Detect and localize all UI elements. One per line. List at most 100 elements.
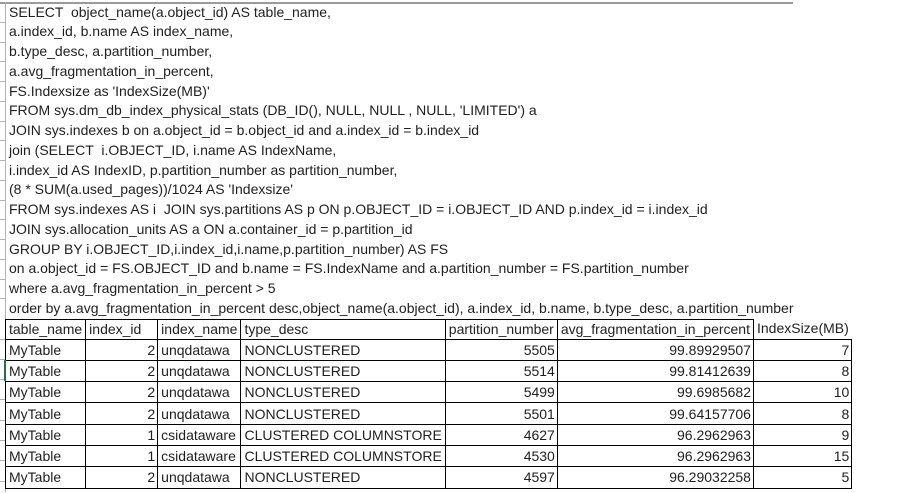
cell-type_desc[interactable]: CLUSTERED COLUMNSTORE [240, 444, 446, 468]
cell-index_name[interactable]: csidataware [157, 423, 242, 446]
cell-index_size_mb[interactable]: 10 [752, 381, 853, 404]
cell-type_desc[interactable]: NONCLUSTERED [240, 359, 446, 383]
sql-line[interactable]: (8 * SUM(a.used_pages))/1024 AS 'Indexsi… [9, 181, 293, 198]
sql-line[interactable]: join (SELECT i.OBJECT_ID, i.name AS Inde… [9, 141, 337, 158]
sql-line[interactable]: order by a.avg_fragmentation_in_percent … [9, 299, 794, 316]
sql-line[interactable]: GROUP BY i.OBJECT_ID,i.index_id,i.name,p… [9, 240, 449, 257]
cell-index_id[interactable]: 2 [85, 338, 159, 361]
gridline-stub [0, 239, 5, 240]
column-header-index_size_mb[interactable]: IndexSize(MB) [752, 319, 852, 340]
query-results-table: table_name index_id index_name type_desc par… [4, 318, 853, 489]
gridline-stub [0, 120, 5, 122]
cell-table_name[interactable]: MyTable [4, 466, 87, 489]
gridline-stub [0, 338, 5, 340]
cell-table_name[interactable]: MyTable [4, 381, 87, 404]
gridline-stub [0, 480, 5, 482]
cell-avg_fragmentation_in_percent[interactable]: 99.6985682 [556, 381, 754, 404]
cell-index_id[interactable]: 1 [85, 444, 159, 468]
sql-line[interactable]: a.index_id, b.name AS index_name, [9, 23, 234, 40]
cell-table_name[interactable]: MyTable [4, 338, 87, 361]
cell-partition_number[interactable]: 4627 [444, 423, 558, 446]
sql-line[interactable]: FROM sys.indexes AS i JOIN sys.partition… [9, 201, 708, 217]
column-header-index_name[interactable]: index_name [157, 318, 242, 340]
results-header: table_name index_id index_name type_desc par… [4, 318, 852, 340]
cell-index_size_mb[interactable]: 7 [752, 338, 853, 361]
cell-partition_number[interactable]: 5505 [444, 338, 558, 361]
gridline-stub [0, 278, 5, 280]
sql-line[interactable]: JOIN sys.indexes b on a.object_id = b.ob… [9, 122, 480, 138]
gridline-stub [0, 199, 5, 201]
cell-index_name[interactable]: unqdatawa [157, 381, 242, 404]
column-header-avg_fragmentation_in_percent[interactable]: avg_fragmentation_in_percent [556, 318, 754, 340]
cell-index_id[interactable]: 2 [85, 466, 159, 489]
cell-type_desc[interactable]: NONCLUSTERED [240, 402, 446, 425]
sql-line[interactable]: FS.Indexsize as 'IndexSize(MB)' [9, 82, 210, 99]
cell-type_desc[interactable]: NONCLUSTERED [240, 381, 446, 404]
gridline-stub [0, 81, 5, 82]
table-row: MyTable 2 unqdatawa NONCLUSTERED 4597 96.2903… [4, 466, 853, 489]
sql-line[interactable]: FROM sys.dm_db_index_physical_stats (DB_… [9, 102, 537, 119]
cell-index_id[interactable]: 2 [85, 359, 159, 383]
gridline-stub [0, 41, 5, 43]
cell-table_name[interactable]: MyTable [4, 423, 87, 446]
sql-line[interactable]: JOIN sys.allocation_units AS a ON a.cont… [9, 220, 413, 237]
cell-table_name[interactable]: MyTable [4, 359, 87, 383]
cell-index_name[interactable]: unqdatawa [157, 359, 242, 383]
cell-partition_number[interactable]: 4597 [444, 466, 558, 489]
column-header-table_name[interactable]: table_name [4, 318, 87, 340]
results-header-row: table_name index_id index_name type_desc par… [4, 318, 852, 340]
sql-line[interactable]: where a.avg_fragmentation_in_percent > 5 [9, 280, 276, 296]
cell-table_name[interactable]: MyTable [4, 402, 87, 425]
cell-partition_number[interactable]: 5514 [444, 359, 558, 383]
cell-index_id[interactable]: 2 [85, 402, 159, 425]
sql-line[interactable]: on a.object_id = FS.OBJECT_ID and b.name… [9, 260, 689, 277]
sql-line[interactable]: SELECT object_name(a.object_id) AS table… [9, 3, 331, 20]
column-header-partition_number[interactable]: partition_number [444, 318, 558, 340]
cell-index_name[interactable]: unqdatawa [157, 466, 242, 489]
cell-partition_number[interactable]: 5499 [444, 381, 558, 404]
gridline-top [0, 2, 793, 4]
table-row: MyTable 1 csidataware CLUSTERED COLUMNSTORE… [4, 423, 853, 446]
table-row: MyTable 2 unqdatawa NONCLUSTERED 5505 99.8992… [4, 338, 853, 361]
table-row: MyTable 2 unqdatawa NONCLUSTERED 5499 99.6985… [4, 381, 853, 404]
gridline-stub [0, 440, 5, 441]
column-header-type_desc[interactable]: type_desc [240, 318, 446, 340]
table-row: MyTable 1 csidataware CLUSTERED COLUMNSTORE… [4, 444, 853, 468]
cell-index_name[interactable]: unqdatawa [157, 402, 242, 425]
cell-index_id[interactable]: 1 [85, 423, 159, 446]
cell-type_desc[interactable]: NONCLUSTERED [240, 338, 446, 361]
cell-index_size_mb[interactable]: 15 [752, 444, 853, 468]
gridline-stub [0, 419, 5, 421]
cell-avg_fragmentation_in_percent[interactable]: 99.64157706 [556, 402, 754, 425]
cell-avg_fragmentation_in_percent[interactable]: 96.2962963 [556, 423, 754, 446]
cell-index_size_mb[interactable]: 8 [752, 402, 853, 425]
cell-avg_fragmentation_in_percent[interactable]: 96.2962963 [556, 444, 754, 468]
sql-line[interactable]: i.index_id AS IndexID, p.partition_numbe… [9, 161, 398, 178]
cell-avg_fragmentation_in_percent[interactable]: 99.81412639 [556, 359, 754, 383]
gridline-stub [0, 258, 5, 260]
cell-avg_fragmentation_in_percent[interactable]: 96.29032258 [556, 466, 754, 489]
gridline-stub [0, 219, 5, 221]
active-cell-indicator [3, 359, 6, 381]
table-row: MyTable 2 unqdatawa NONCLUSTERED 5514 99.8141… [4, 359, 853, 383]
cell-index_size_mb[interactable]: 9 [752, 423, 853, 446]
cell-index_id[interactable]: 2 [85, 381, 159, 404]
cell-type_desc[interactable]: CLUSTERED COLUMNSTORE [240, 423, 446, 446]
cell-index_name[interactable]: unqdatawa [157, 338, 242, 361]
cell-avg_fragmentation_in_percent[interactable]: 99.89929507 [556, 338, 754, 361]
cell-partition_number[interactable]: 4530 [444, 444, 558, 468]
gridline-stub [0, 21, 5, 23]
cell-index_size_mb[interactable]: 8 [752, 359, 853, 383]
column-header-index_id[interactable]: index_id [85, 318, 159, 340]
cell-partition_number[interactable]: 5501 [444, 402, 558, 425]
sql-line[interactable]: b.type_desc, a.partition_number, [9, 43, 213, 59]
cell-type_desc[interactable]: NONCLUSTERED [240, 466, 446, 489]
gridline-stub [0, 140, 5, 142]
cell-index_name[interactable]: csidataware [157, 444, 242, 468]
cell-table_name[interactable]: MyTable [4, 444, 87, 468]
gridline-stub [0, 179, 5, 181]
gridline-stub [0, 379, 5, 381]
sql-line[interactable]: a.avg_fragmentation_in_percent, [9, 62, 214, 79]
cell-index_size_mb[interactable]: 5 [752, 466, 853, 489]
